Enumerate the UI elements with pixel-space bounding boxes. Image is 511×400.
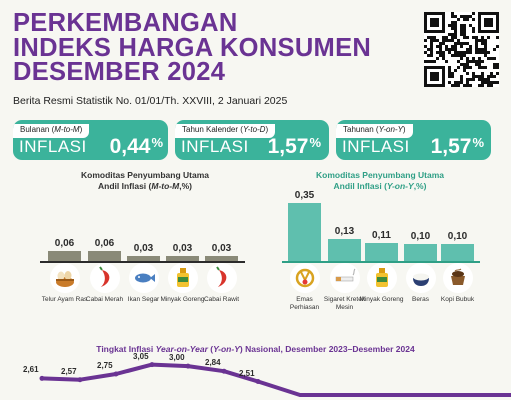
category-label: Cabai Rawit — [203, 296, 240, 303]
category-label: Emas Perhiasan — [289, 296, 320, 311]
rice-bowl-icon — [405, 263, 436, 293]
category-label: Minyak Goreng — [359, 296, 404, 303]
bar — [48, 251, 81, 261]
title-line-1: PERKEMBANGAN — [13, 9, 238, 37]
bar-value-label: 0,03 — [211, 243, 232, 255]
bar — [441, 244, 474, 261]
bar — [288, 203, 321, 261]
yoy-chart-title: Komoditas Penyumbang Utama Andil Inflasi… — [316, 170, 444, 191]
bar-value-label: 0,03 — [172, 243, 193, 255]
data-label: 2,51 — [239, 368, 255, 378]
panel-caption-box — [336, 124, 413, 138]
data-point — [149, 362, 155, 368]
category-label: Minyak Goreng — [160, 296, 205, 303]
egg-basket-icon — [49, 263, 80, 293]
panel-yoy-inflation: Tahunan (Y-on-Y) INFLASI 1,57% — [336, 120, 491, 160]
data-label: 2,61 — [23, 365, 39, 375]
bar-value-label: 0,13 — [334, 226, 355, 238]
data-label: 2,75 — [97, 361, 113, 370]
bar — [328, 239, 361, 261]
qr-code[interactable] — [424, 12, 499, 87]
bar-value-label: 0,03 — [133, 243, 154, 255]
title-line-3: DESEMBER 2024 — [13, 58, 226, 86]
panel-label: INFLASI — [181, 137, 249, 156]
data-label: 3,05 — [133, 351, 149, 361]
yoy-line-chart — [39, 362, 511, 397]
panel-value: 1,57% — [430, 135, 484, 158]
panel-label: INFLASI — [342, 137, 410, 156]
panel-monthly-inflation: Bulanan (M-to-M) INFLASI 0,44% — [13, 120, 168, 160]
panel-value: 1,57% — [267, 135, 321, 158]
line-chart-title: Tingkat Inflasi Year-on-Year (Y-on-Y) Na… — [96, 344, 415, 354]
category-label: Cabai Merah — [85, 296, 124, 303]
category-label: Telur Ayam Ras — [41, 296, 88, 303]
chart-baseline — [282, 261, 480, 263]
title-line-2: INDEKS HARGA KONSUMEN — [13, 33, 372, 62]
panel-value: 0,44% — [109, 135, 163, 158]
bar-value-label: 0,06 — [94, 238, 115, 250]
chili-icon — [89, 263, 120, 293]
data-label: 2,57 — [61, 366, 77, 376]
panel-caption-box — [175, 124, 275, 138]
mtom-chart-title: Komoditas Penyumbang Utama Andil Inflasi… — [81, 170, 209, 191]
category-label: Sigaret Kretek Mesin — [323, 296, 366, 311]
page-title: PERKEMBANGAN INDEKS HARGA KONSUMEN DESEM… — [13, 11, 413, 85]
bar — [127, 256, 160, 261]
cooking-oil-icon — [167, 263, 198, 293]
category-label: Beras — [412, 296, 429, 303]
panel-caption-box — [13, 124, 89, 138]
panel-caption: Tahunan (Y-on-Y) — [343, 125, 406, 134]
bar-value-label: 0,10 — [410, 231, 431, 243]
fish-icon — [128, 263, 159, 293]
cigarette-icon — [329, 263, 360, 293]
data-point — [221, 368, 227, 374]
bar — [404, 244, 437, 261]
release-subtitle: Berita Resmi Statistik No. 01/01/Th. XXV… — [13, 95, 288, 107]
data-point — [77, 377, 83, 383]
data-point — [255, 379, 261, 384]
category-label: Ikan Segar — [127, 296, 160, 303]
chili-icon — [206, 263, 237, 293]
bar-value-label: 0,10 — [447, 231, 468, 243]
data-label: 2,84 — [205, 358, 221, 368]
bar — [365, 242, 398, 261]
coffee-icon — [442, 263, 473, 293]
data-point — [113, 371, 119, 377]
bar-value-label: 0,35 — [294, 190, 315, 201]
panel-ytd-inflation: Tahun Kalender (Y-to-D) INFLASI 1,57% — [175, 120, 329, 160]
data-point — [185, 363, 191, 369]
panel-caption: Tahun Kalender (Y-to-D) — [182, 125, 269, 134]
category-label: Kopi Bubuk — [440, 296, 475, 303]
panel-caption: Bulanan (M-to-M) — [20, 125, 83, 134]
data-label: 3,00 — [169, 353, 185, 363]
data-point — [39, 375, 45, 381]
chart-baseline — [40, 261, 245, 263]
bar — [205, 256, 238, 261]
bar — [88, 251, 121, 261]
panel-label: INFLASI — [19, 137, 87, 156]
cooking-oil-icon — [366, 263, 397, 293]
bar-value-label: 0,11 — [372, 229, 391, 241]
bar — [166, 256, 199, 261]
bar-value-label: 0,06 — [54, 238, 75, 250]
jewelry-icon — [289, 263, 320, 293]
